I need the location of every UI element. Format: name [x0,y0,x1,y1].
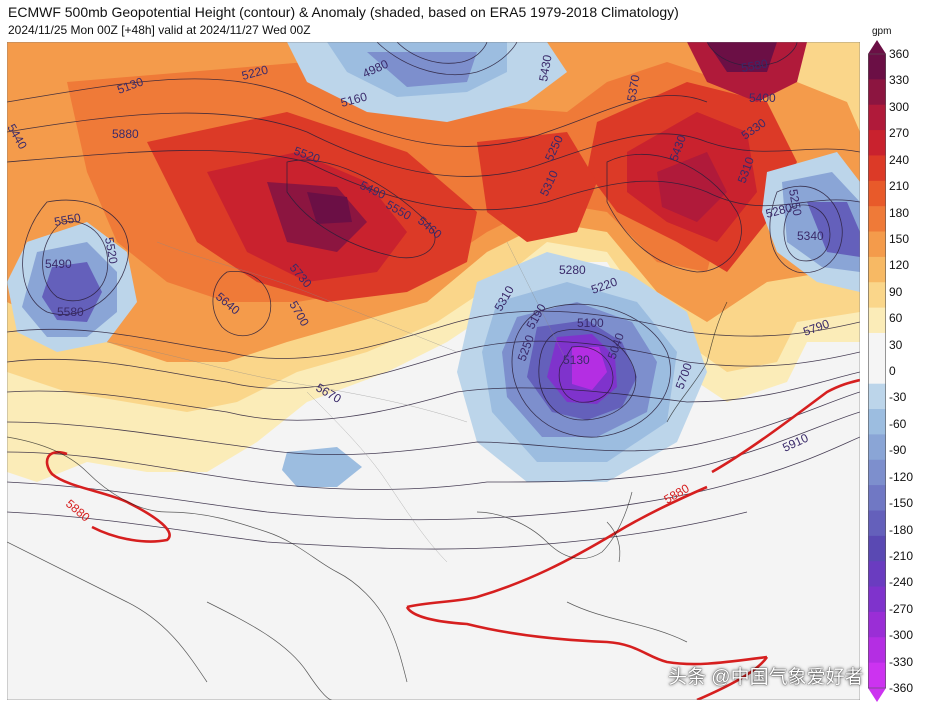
colorbar-tick-label: -150 [889,496,914,511]
colorbar-arrow-top [868,40,886,54]
colorbar-tick-label: 360 [889,47,910,61]
contour-label: 5370 [624,73,642,102]
contour-label: 5280 [559,263,586,277]
colorbar-segment [868,54,886,80]
contour-label: 5130 [563,353,590,367]
contour-label: 5550 [53,210,82,228]
colorbar-segment [868,637,886,664]
contour-label: 5520 [102,236,120,265]
contour-label: 5220 [240,62,270,83]
colorbar-segment [868,358,886,385]
watermark: 头条 @中国气象爱好者 [668,667,864,688]
colorbar-tick-label: -300 [889,628,914,643]
political-borders [106,241,568,563]
colorbar-segment [868,611,886,638]
5880-contour [45,378,860,700]
colorbar-tick-label: -60 [889,416,907,431]
colorbar-tick-label: 300 [889,99,910,114]
colorbar-tick-label: 330 [889,73,910,88]
colorbar-tick-label: 270 [889,126,910,141]
colorbar-tick-label: 240 [889,152,910,167]
height-contours [7,42,860,550]
colorbar-tick-label: -180 [889,522,914,537]
contour-label: 5100 [577,316,604,330]
colorbar-tick-label: 0 [889,364,896,378]
colorbar-arrow-bottom [868,688,886,702]
colorbar-segment [868,561,886,588]
contour-label: 5580 [740,56,769,74]
contour-label: 5160 [339,89,369,110]
colorbar-unit: gpm [872,26,892,37]
colorbar-tick-label: -360 [889,681,914,695]
colorbar-segment [868,586,886,613]
contour-label: 5580 [57,305,84,319]
colorbar-tick-label: 30 [889,337,903,352]
colorbar-tick-label: 60 [889,311,903,326]
colorbar-segment [868,256,886,283]
colorbar-tick-label: -30 [889,390,907,405]
colorbar [868,40,886,702]
colorbar-tick-label: 90 [889,284,903,299]
colorbar-segment [868,459,886,486]
colorbar-segment [868,307,886,334]
contour-label: 5880 [112,127,139,141]
contour-label: 5280 [764,200,794,221]
colorbar-segment [868,409,886,435]
colorbar-tick-label: 120 [889,258,910,273]
colorbar-segment [868,104,886,131]
colorbar-segment [868,155,886,182]
colorbar-segment [868,662,886,689]
colorbar-segment [868,130,886,156]
colorbar-tick-label: 150 [889,231,910,246]
contour-label: 5430 [536,53,554,82]
colorbar-segment [868,180,886,207]
colorbar-segment [868,332,886,359]
colorbar-tick-label: 210 [889,179,910,194]
colorbar-tick-label: -240 [889,575,914,590]
map-title: ECMWF 500mb Geopotential Height (contour… [8,4,679,20]
colorbar-segment [868,231,886,258]
colorbar-segment [868,383,886,410]
contour-label: 5340 [797,229,824,243]
colorbar-tick-label: -330 [889,654,914,669]
weather-map: 5220 5130 4980 5430 5160 5370 5580 5440 … [7,42,860,700]
colorbar-segment [868,434,886,461]
coastlines [7,301,728,700]
colorbar-segment [868,535,886,562]
contour-label: 5490 [45,257,72,271]
colorbar-tick-label: -270 [889,601,914,616]
contour-label: 5250 [786,188,804,217]
colorbar-tick-label: -90 [889,443,907,458]
colorbar-tick-label: -210 [889,548,914,563]
colorbar-segment [868,79,886,106]
colorbar-segment [868,206,886,233]
colorbar-tick-label: -120 [889,469,914,484]
colorbar-segment [868,282,886,309]
map-subtitle: 2024/11/25 Mon 00Z [+48h] valid at 2024/… [8,23,311,37]
negative-anomaly-shading [7,42,860,487]
colorbar-segment [868,485,886,511]
colorbar-segment [868,510,886,537]
contour-label: 5400 [749,91,776,105]
colorbar-tick-label: 180 [889,205,910,220]
